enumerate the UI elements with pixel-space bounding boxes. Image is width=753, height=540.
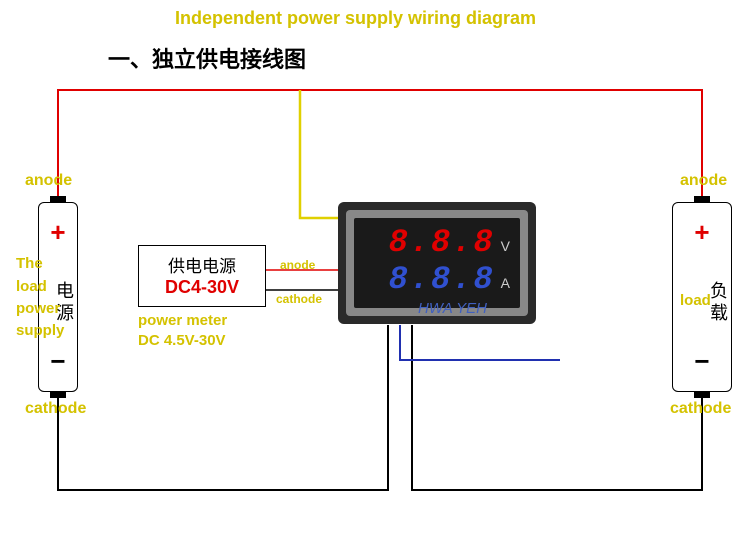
label-power-left: power xyxy=(16,300,60,317)
left-minus-icon: − xyxy=(39,346,77,377)
left-power-block: + 电源 − xyxy=(38,202,78,392)
right-block-cap-top xyxy=(694,196,710,202)
psu-label-cn: 供电电源 xyxy=(139,252,265,277)
psu-box: 供电电源 DC4-30V xyxy=(138,245,266,307)
left-plus-icon: + xyxy=(39,217,77,248)
right-block-cap-bottom xyxy=(694,392,710,398)
label-the: The xyxy=(16,255,43,272)
left-block-cap-bottom xyxy=(50,392,66,398)
label-power-meter-1: power meter xyxy=(138,312,227,329)
label-anode-small: anode xyxy=(280,258,315,272)
label-cathode-right: cathode xyxy=(670,400,731,418)
meter-amp-unit: A xyxy=(501,275,510,291)
wire-black-right-down xyxy=(412,325,702,490)
wire-red-main xyxy=(58,90,702,202)
meter-volt-unit: V xyxy=(501,238,510,254)
label-load-left: load xyxy=(16,278,47,295)
label-anode-right: anode xyxy=(680,172,727,190)
wire-black-left-down xyxy=(58,325,388,490)
label-power-meter-2: DC 4.5V-30V xyxy=(138,332,226,349)
left-block-cap-top xyxy=(50,196,66,202)
label-cathode-left: cathode xyxy=(25,400,86,418)
label-cathode-small: cathode xyxy=(276,292,322,306)
psu-range: DC4-30V xyxy=(139,277,265,298)
label-anode-left: anode xyxy=(25,172,72,190)
wire-yellow xyxy=(300,90,340,218)
title-english: Independent power supply wiring diagram xyxy=(175,8,536,29)
label-supply-left: supply xyxy=(16,322,64,339)
right-plus-icon: + xyxy=(673,217,731,248)
watermark: HWA YEH xyxy=(418,300,487,317)
wire-blue xyxy=(400,325,560,360)
right-minus-icon: − xyxy=(673,346,731,377)
meter-screen: 8.8.8 V 8.8.8 A xyxy=(354,218,520,308)
meter-amp-digits: 8.8.8 xyxy=(389,261,495,298)
meter-volt-digits: 8.8.8 xyxy=(389,224,495,261)
title-chinese: 一、独立供电接线图 xyxy=(108,42,306,74)
label-load-right: load xyxy=(680,292,711,309)
